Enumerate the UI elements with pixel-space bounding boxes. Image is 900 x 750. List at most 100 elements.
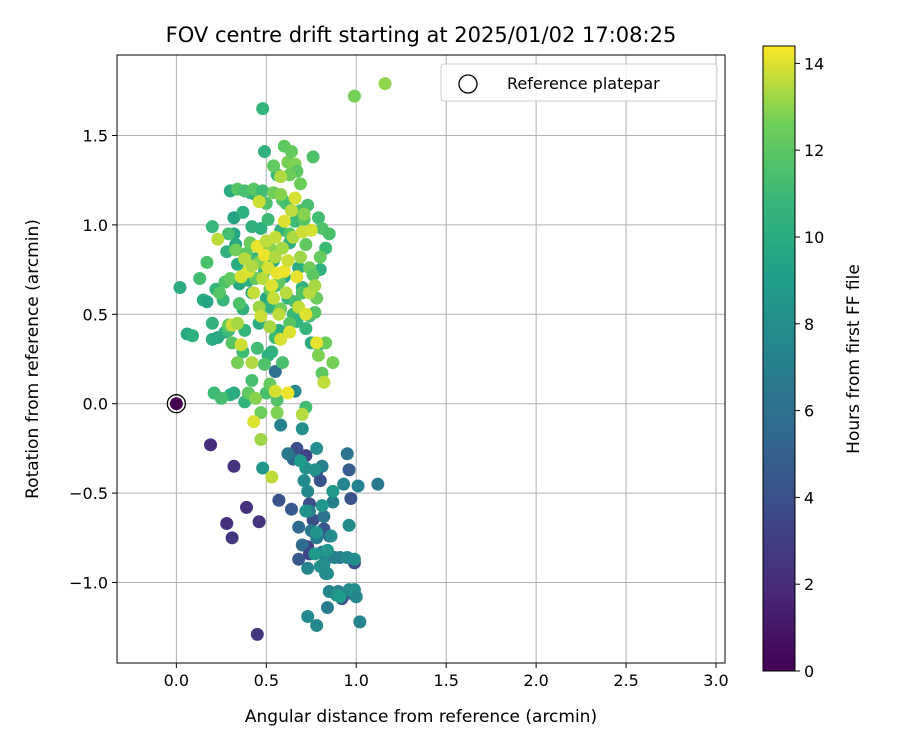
scatter-point <box>304 223 318 237</box>
y-tick-label: −1.0 <box>69 574 108 593</box>
x-axis-title: Angular distance from reference (arcmin) <box>245 707 597 727</box>
scatter-point <box>284 145 298 159</box>
scatter-point <box>258 248 272 262</box>
scatter-point <box>266 159 280 173</box>
scatter-point <box>326 356 340 370</box>
scatter-point <box>324 529 338 543</box>
legend-marker-icon <box>458 74 478 94</box>
scatter-point <box>245 356 259 370</box>
scatter-point <box>252 515 266 529</box>
scatter-point <box>258 357 272 371</box>
scatter-point <box>279 286 293 300</box>
scatter-point <box>326 484 340 498</box>
colorbar-tick-label: 14 <box>804 54 824 73</box>
scatter-point <box>268 230 282 244</box>
legend: Reference platepar <box>440 63 718 102</box>
colorbar-tick-label: 0 <box>804 662 814 681</box>
scatter-point <box>275 356 289 370</box>
scatter-point <box>293 454 307 468</box>
scatter-point <box>275 241 289 255</box>
scatter-point <box>297 474 311 488</box>
scatter-point <box>256 272 270 286</box>
scatter-point <box>317 375 331 389</box>
colorbar-tick-label: 12 <box>804 141 824 160</box>
scatter-point <box>213 286 227 300</box>
scatter-point <box>205 220 219 234</box>
scatter-point <box>342 583 356 597</box>
chart-title: FOV centre drift starting at 2025/01/02 … <box>166 23 677 47</box>
scatter-point <box>299 322 313 336</box>
reference-point <box>169 397 183 411</box>
reference-marker-ring <box>166 394 187 414</box>
scatter-point <box>310 336 324 350</box>
colorbar-tick-label: 6 <box>804 402 814 421</box>
scatter-point <box>256 102 270 116</box>
scatter-point <box>205 316 219 330</box>
scatter-point <box>281 254 295 268</box>
colorbar-tick-label: 2 <box>804 575 814 594</box>
scatter-point <box>277 264 291 278</box>
scatter-point <box>274 170 288 184</box>
y-axis-title: Rotation from reference (arcmin) <box>23 219 43 499</box>
scatter-point <box>299 504 313 518</box>
scatter-point <box>265 279 279 293</box>
scatter-point <box>284 204 298 218</box>
scatter-point <box>308 547 322 561</box>
scatter-point <box>229 243 243 257</box>
scatter-point <box>310 525 324 539</box>
scatter-point <box>344 491 358 505</box>
scatter-point <box>320 543 334 557</box>
scatter-point <box>378 77 392 91</box>
scatter-point <box>292 520 306 534</box>
scatter-point <box>274 332 288 346</box>
scatter-point <box>277 214 291 228</box>
scatter-point <box>270 406 284 420</box>
scatter-point <box>231 316 245 330</box>
x-tick-label: 3.0 <box>703 671 728 690</box>
scatter-point <box>272 493 286 507</box>
scatter-point <box>173 280 187 294</box>
scatter-point <box>186 329 200 343</box>
y-axis-ticks: −1.0 −0.5 0.0 0.5 1.0 1.5 <box>69 126 117 593</box>
y-tick-label: 0.5 <box>83 305 108 324</box>
colorbar-tick-label: 10 <box>804 228 824 247</box>
scatter-point <box>340 447 354 461</box>
y-tick-label: −0.5 <box>69 484 108 503</box>
scatter-point <box>320 601 334 615</box>
scatter-point <box>220 517 234 531</box>
scatter-point <box>333 590 347 604</box>
scatter-point <box>274 418 288 432</box>
scatter-point <box>295 422 309 436</box>
scatter-point <box>252 195 266 209</box>
colorbar-tick-label: 4 <box>804 488 814 507</box>
scatter-point <box>193 272 207 286</box>
scatter-point <box>214 391 228 405</box>
scatter-point <box>283 316 297 330</box>
scatter-point <box>261 213 275 227</box>
scatter-point <box>284 502 298 516</box>
grid-lines <box>117 55 725 663</box>
y-tick-label: 1.0 <box>83 216 108 235</box>
scatter-point <box>227 386 241 400</box>
scatter-point <box>204 438 218 452</box>
scatter-point <box>297 207 311 221</box>
scatter-point <box>306 150 320 164</box>
scatter-point <box>254 432 268 446</box>
colorbar-tick-label: 8 <box>804 315 814 334</box>
scatter-point <box>319 336 333 350</box>
scatter-point <box>351 479 365 493</box>
scatter-point <box>322 227 336 241</box>
x-tick-label: 0.0 <box>164 671 189 690</box>
scatter-point <box>290 270 304 284</box>
scatter-point <box>320 567 334 581</box>
scatter-point <box>274 187 288 201</box>
scatter-point <box>225 531 239 545</box>
data-points <box>166 77 392 641</box>
scatter-point <box>223 272 237 286</box>
scatter-point <box>254 406 268 420</box>
scatter-point <box>313 250 327 264</box>
scatter-point <box>200 255 214 269</box>
scatter-point <box>236 205 250 219</box>
scatter-point <box>317 509 331 523</box>
